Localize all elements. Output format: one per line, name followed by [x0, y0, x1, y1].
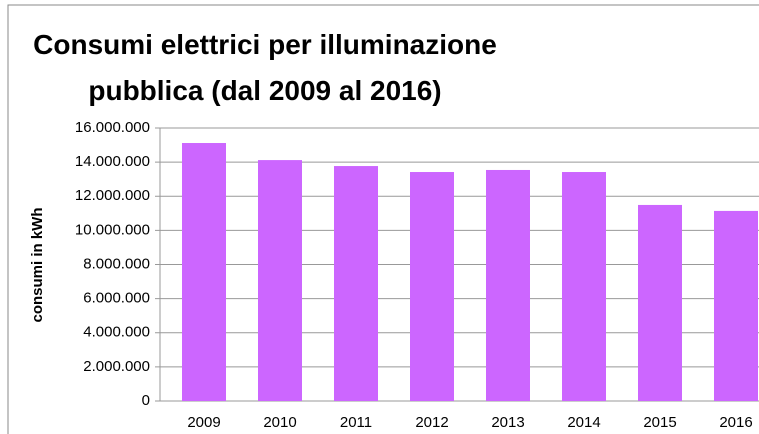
y-tick-label: 14.000.000: [75, 153, 150, 170]
y-tick-label: 8.000.000: [83, 255, 150, 272]
y-axis-label: consumi in kWh: [29, 207, 46, 322]
x-tick-label: 2010: [263, 414, 296, 431]
bar: [562, 172, 606, 401]
x-tick-label: 2014: [567, 414, 600, 431]
bar: [714, 210, 758, 401]
chart-title: Consumi elettrici per illuminazione pubb…: [33, 29, 497, 106]
y-tick-label: 4.000.000: [83, 324, 150, 341]
x-tick-label: 2011: [340, 414, 372, 431]
bar: [638, 204, 682, 401]
y-tick-label: 0: [142, 392, 150, 409]
y-tick-label: 16.000.000: [75, 119, 150, 136]
bar: [182, 143, 226, 401]
x-tick-label: 2016: [719, 414, 752, 431]
bar: [334, 166, 378, 401]
y-tick-label: 2.000.000: [83, 358, 150, 375]
bar: [486, 169, 530, 401]
x-tick-label: 2013: [491, 414, 524, 431]
y-tick-label: 6.000.000: [83, 290, 150, 307]
bar: [410, 172, 454, 401]
x-tick-label: 2015: [643, 414, 676, 431]
bar: [258, 160, 302, 401]
title-box: Consumi elettrici per illuminazione pubb…: [33, 29, 497, 106]
y-tick-label: 10.000.000: [75, 221, 150, 238]
y-tick-label: 12.000.000: [75, 187, 150, 204]
x-tick-label: 2012: [415, 414, 448, 431]
x-tick-label: 2009: [187, 414, 220, 431]
chart-frame: [7, 4, 759, 434]
